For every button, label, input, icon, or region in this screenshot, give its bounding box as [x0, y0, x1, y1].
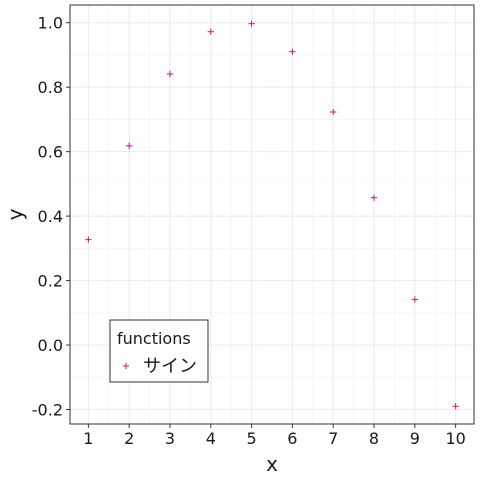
x-tick-label: 6	[287, 429, 297, 448]
x-axis-ticks: 1 2 3 4 5 6 7 8 9 10	[83, 424, 466, 448]
x-tick-label: 1	[83, 429, 93, 448]
legend: functions サイン	[109, 319, 209, 383]
x-tick-label: 9	[410, 429, 420, 448]
y-tick-label: 0.8	[38, 78, 63, 97]
data-points	[85, 20, 459, 410]
data-point	[125, 142, 133, 150]
data-point	[248, 20, 255, 27]
data-point	[330, 108, 337, 116]
y-tick-label: -0.2	[32, 400, 63, 419]
x-tick-label: 5	[247, 429, 257, 448]
legend-title: functions	[117, 329, 191, 348]
x-tick-label: 2	[124, 429, 134, 448]
x-tick-label: 3	[165, 429, 175, 448]
data-point	[289, 48, 296, 55]
grid-lines	[70, 5, 474, 424]
data-point	[452, 403, 459, 410]
legend-box	[109, 319, 209, 383]
legend-key-marker	[122, 362, 130, 370]
y-axis-title: y	[3, 208, 27, 220]
data-point	[411, 296, 419, 303]
y-tick-label: 0.6	[38, 143, 63, 162]
data-point	[370, 194, 378, 201]
x-tick-label: 7	[328, 429, 338, 448]
x-tick-label: 10	[445, 429, 465, 448]
plot-panel-border	[69, 4, 475, 425]
y-tick-label: 0.2	[38, 272, 63, 291]
y-tick-label: 1.0	[38, 14, 63, 33]
data-point	[166, 70, 174, 78]
y-tick-label: 0.4	[38, 207, 63, 226]
y-axis-ticks: -0.2 0.0 0.2 0.4 0.6 0.8 1.0	[32, 14, 70, 419]
data-point	[85, 236, 92, 243]
x-tick-label: 8	[369, 429, 379, 448]
x-axis-title: x	[266, 452, 278, 476]
x-tick-label: 4	[206, 429, 216, 448]
data-point	[207, 28, 214, 35]
legend-label: サイン	[143, 356, 197, 377]
y-tick-label: 0.0	[38, 336, 63, 355]
